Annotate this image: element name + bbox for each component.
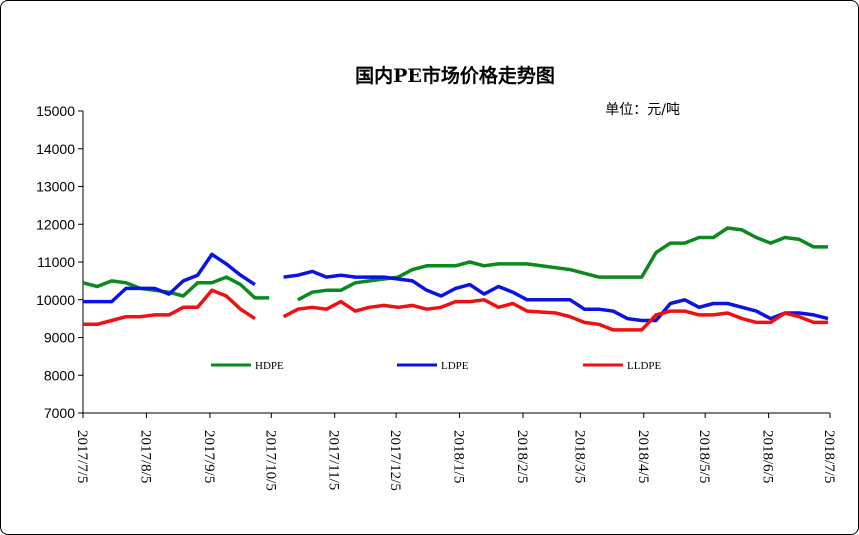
chart-title: 国内PE市场价格走势图 [355, 64, 555, 87]
series-line-ldpe [83, 252, 829, 323]
unit-label: 单位：元/吨 [605, 102, 680, 118]
legend-label: HDPE [255, 360, 284, 372]
series-lldpe [83, 288, 828, 332]
x-tick-label: 2018/3/5 [571, 430, 587, 483]
series-hdpe [82, 226, 828, 302]
x-tick-label: 2018/7/5 [821, 430, 837, 483]
x-tick-label: 2017/7/5 [74, 430, 90, 483]
legend-item-lldpe: LLDPE [583, 360, 662, 372]
legend: HDPE LDPE LLDPE [211, 360, 662, 372]
y-tick-label: 8000 [44, 367, 75, 383]
y-tick-label: 14000 [36, 141, 75, 157]
x-tick-label: 2018/5/5 [696, 430, 712, 483]
legend-label: LDPE [441, 360, 469, 372]
x-tick-label: 2018/1/5 [451, 430, 467, 483]
x-tick-label: 2018/4/5 [635, 430, 651, 483]
x-tick-label: 2017/10/5 [262, 430, 278, 491]
x-tick-label: 2017/8/5 [137, 430, 153, 483]
y-tick-label: 15000 [36, 103, 75, 119]
x-tick-label: 2018/6/5 [760, 430, 776, 483]
y-tick-label: 9000 [44, 330, 75, 346]
series-layer [82, 226, 829, 332]
y-tick-label: 12000 [36, 216, 75, 232]
y-tick-label: 10000 [36, 292, 75, 308]
legend-item-ldpe: LDPE [397, 360, 469, 372]
y-tick-label: 11000 [37, 254, 75, 270]
x-tick-label: 2017/9/5 [201, 430, 217, 483]
series-line-lldpe [83, 288, 828, 332]
legend-item-hdpe: HDPE [211, 360, 284, 372]
x-tick-label: 2017/12/5 [387, 430, 403, 491]
series-line-hdpe [82, 226, 828, 302]
axes: 7000 8000 9000 10000 11000 12000 13000 14000 150… [36, 103, 837, 491]
series-ldpe [83, 252, 829, 323]
x-tick-label: 2018/2/5 [514, 430, 530, 483]
y-tick-label: 7000 [44, 405, 75, 421]
legend-label: LLDPE [627, 360, 662, 372]
y-tick-label: 13000 [36, 179, 75, 195]
x-tick-label: 2017/11/5 [326, 430, 342, 490]
